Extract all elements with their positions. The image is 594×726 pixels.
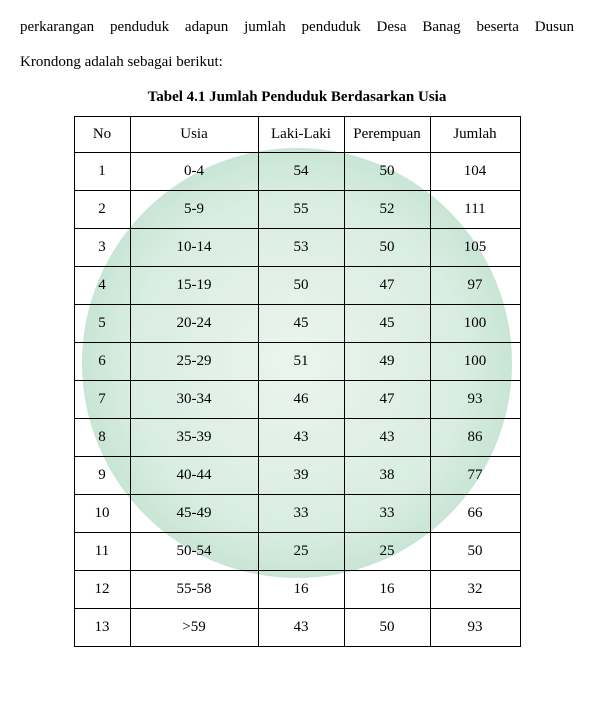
table-row: 940-44393877 [74, 456, 520, 494]
table-row: 1150-54252550 [74, 532, 520, 570]
cell-lk: 43 [258, 608, 344, 646]
table-row: 25-95552111 [74, 190, 520, 228]
cell-pr: 47 [344, 380, 430, 418]
table-caption: Tabel 4.1 Jumlah Penduduk Berdasarkan Us… [20, 89, 574, 106]
cell-lk: 55 [258, 190, 344, 228]
cell-pr: 50 [344, 152, 430, 190]
table-row: 13>59435093 [74, 608, 520, 646]
cell-jml: 66 [430, 494, 520, 532]
cell-no: 6 [74, 342, 130, 380]
cell-usia: 40-44 [130, 456, 258, 494]
cell-lk: 25 [258, 532, 344, 570]
cell-lk: 54 [258, 152, 344, 190]
cell-usia: 45-49 [130, 494, 258, 532]
cell-pr: 47 [344, 266, 430, 304]
cell-no: 7 [74, 380, 130, 418]
cell-lk: 45 [258, 304, 344, 342]
cell-usia: 15-19 [130, 266, 258, 304]
cell-usia: 50-54 [130, 532, 258, 570]
table-row: 10-45450104 [74, 152, 520, 190]
cell-jml: 97 [430, 266, 520, 304]
table-row: 730-34464793 [74, 380, 520, 418]
cell-pr: 43 [344, 418, 430, 456]
cell-jml: 100 [430, 304, 520, 342]
col-header-lk: Laki-Laki [258, 116, 344, 152]
cell-no: 5 [74, 304, 130, 342]
table-row: 625-295149100 [74, 342, 520, 380]
cell-pr: 52 [344, 190, 430, 228]
intro-word: jumlah [244, 10, 286, 45]
cell-jml: 111 [430, 190, 520, 228]
cell-pr: 33 [344, 494, 430, 532]
cell-jml: 93 [430, 608, 520, 646]
cell-jml: 50 [430, 532, 520, 570]
cell-jml: 104 [430, 152, 520, 190]
cell-no: 4 [74, 266, 130, 304]
cell-usia: 0-4 [130, 152, 258, 190]
cell-no: 12 [74, 570, 130, 608]
col-header-usia: Usia [130, 116, 258, 152]
cell-lk: 51 [258, 342, 344, 380]
cell-usia: 55-58 [130, 570, 258, 608]
table-row: 415-19504797 [74, 266, 520, 304]
cell-lk: 33 [258, 494, 344, 532]
cell-jml: 32 [430, 570, 520, 608]
cell-no: 2 [74, 190, 130, 228]
cell-usia: 10-14 [130, 228, 258, 266]
intro-word: Desa [377, 10, 407, 45]
intro-line-2: Krondong adalah sebagai berikut: [20, 54, 223, 70]
intro-word: Banag [422, 10, 460, 45]
cell-no: 11 [74, 532, 130, 570]
cell-usia: 35-39 [130, 418, 258, 456]
cell-usia: 25-29 [130, 342, 258, 380]
cell-pr: 49 [344, 342, 430, 380]
cell-pr: 45 [344, 304, 430, 342]
intro-paragraph: perkarangan penduduk adapun jumlah penduduk D… [20, 10, 574, 81]
cell-no: 9 [74, 456, 130, 494]
cell-no: 8 [74, 418, 130, 456]
cell-jml: 86 [430, 418, 520, 456]
cell-lk: 39 [258, 456, 344, 494]
cell-no: 1 [74, 152, 130, 190]
cell-lk: 46 [258, 380, 344, 418]
cell-pr: 25 [344, 532, 430, 570]
intro-word: perkarangan [20, 10, 94, 45]
cell-jml: 77 [430, 456, 520, 494]
table-row: 1255-58161632 [74, 570, 520, 608]
population-by-age-table: No Usia Laki-Laki Perempuan Jumlah 10-45… [74, 116, 521, 647]
cell-no: 10 [74, 494, 130, 532]
cell-no: 3 [74, 228, 130, 266]
cell-jml: 100 [430, 342, 520, 380]
cell-usia: 20-24 [130, 304, 258, 342]
cell-usia: 5-9 [130, 190, 258, 228]
cell-lk: 43 [258, 418, 344, 456]
intro-word: Dusun [535, 10, 574, 45]
cell-jml: 93 [430, 380, 520, 418]
table-row: 835-39434386 [74, 418, 520, 456]
table-row: 310-145350105 [74, 228, 520, 266]
cell-lk: 16 [258, 570, 344, 608]
cell-pr: 50 [344, 228, 430, 266]
table-row: 1045-49333366 [74, 494, 520, 532]
cell-usia: 30-34 [130, 380, 258, 418]
intro-word: beserta [476, 10, 518, 45]
col-header-jumlah: Jumlah [430, 116, 520, 152]
cell-usia: >59 [130, 608, 258, 646]
cell-no: 13 [74, 608, 130, 646]
cell-jml: 105 [430, 228, 520, 266]
cell-pr: 50 [344, 608, 430, 646]
intro-word: penduduk [110, 10, 169, 45]
cell-lk: 53 [258, 228, 344, 266]
table-header-row: No Usia Laki-Laki Perempuan Jumlah [74, 116, 520, 152]
col-header-pr: Perempuan [344, 116, 430, 152]
cell-lk: 50 [258, 266, 344, 304]
cell-pr: 16 [344, 570, 430, 608]
col-header-no: No [74, 116, 130, 152]
intro-word: penduduk [302, 10, 361, 45]
cell-pr: 38 [344, 456, 430, 494]
table-row: 520-244545100 [74, 304, 520, 342]
intro-word: adapun [185, 10, 228, 45]
